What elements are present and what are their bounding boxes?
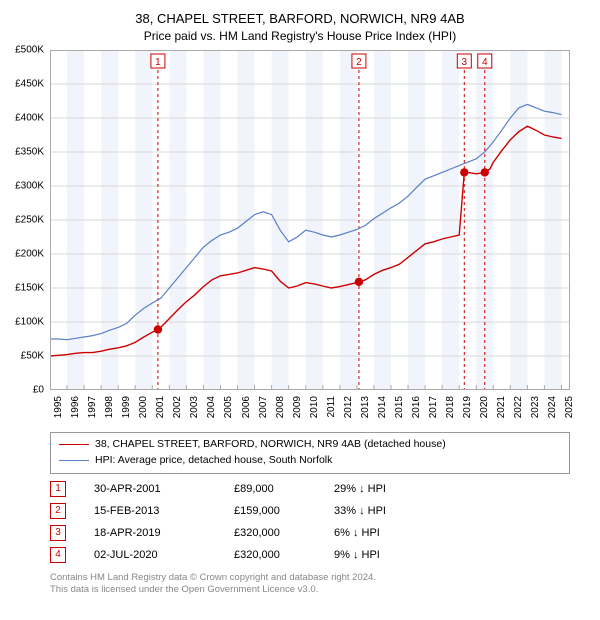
chart-header: 38, CHAPEL STREET, BARFORD, NORWICH, NR9… [0,0,600,45]
y-tick-label: £200K [0,249,44,260]
footer-line2: This data is licensed under the Open Gov… [50,584,570,596]
footer-line1: Contains HM Land Registry data © Crown c… [50,572,570,584]
x-tick-label: 2017 [428,396,439,418]
markers-table: 1 30-APR-2001£89,00029% ↓ HPI 2 15-FEB-2013… [50,478,570,566]
marker-diff: 6% ↓ HPI [334,527,454,539]
x-tick-label: 2005 [223,396,234,418]
marker-number-badge: 1 [50,481,66,497]
marker-row: 4 02-JUL-2020£320,0009% ↓ HPI [50,544,570,566]
chart-title: 38, CHAPEL STREET, BARFORD, NORWICH, NR9… [0,10,600,28]
marker-date: 18-APR-2019 [94,527,234,539]
marker-price: £89,000 [234,483,334,495]
y-tick-label: £300K [0,181,44,192]
marker-row: 2 15-FEB-2013£159,00033% ↓ HPI [50,500,570,522]
marker-date: 30-APR-2001 [94,483,234,495]
x-tick-label: 2003 [189,396,200,418]
x-tick-label: 2004 [206,396,217,418]
svg-text:4: 4 [482,57,488,68]
svg-text:2: 2 [356,57,362,68]
marker-row: 3 18-APR-2019£320,0006% ↓ HPI [50,522,570,544]
legend-swatch [59,460,89,461]
marker-price: £320,000 [234,549,334,561]
x-tick-label: 1997 [87,396,98,418]
marker-price: £320,000 [234,527,334,539]
x-tick-label: 2001 [155,396,166,418]
x-tick-label: 2002 [172,396,183,418]
marker-number-badge: 4 [50,547,66,563]
y-tick-label: £150K [0,283,44,294]
legend-item: HPI: Average price, detached house, Sout… [59,453,561,469]
y-tick-label: £100K [0,317,44,328]
x-tick-label: 1999 [121,396,132,418]
legend-swatch [59,444,89,445]
marker-date: 15-FEB-2013 [94,505,234,517]
y-tick-label: £500K [0,45,44,56]
marker-diff: 9% ↓ HPI [334,549,454,561]
y-tick-label: £250K [0,215,44,226]
x-tick-label: 2022 [513,396,524,418]
marker-number-badge: 3 [50,525,66,541]
x-tick-label: 2021 [496,396,507,418]
x-tick-label: 2006 [241,396,252,418]
marker-row: 1 30-APR-2001£89,00029% ↓ HPI [50,478,570,500]
y-axis-labels: £0£50K£100K£150K£200K£250K£300K£350K£400… [0,50,48,390]
x-tick-label: 2011 [326,396,337,418]
y-tick-label: £0 [0,385,44,396]
legend: 38, CHAPEL STREET, BARFORD, NORWICH, NR9… [50,432,570,474]
x-tick-label: 2008 [275,396,286,418]
x-tick-label: 2007 [258,396,269,418]
x-tick-label: 2025 [564,396,575,418]
x-tick-label: 2012 [343,396,354,418]
chart-subtitle: Price paid vs. HM Land Registry's House … [0,28,600,45]
x-tick-label: 2014 [377,396,388,418]
x-tick-label: 1995 [53,396,64,418]
x-axis-labels: 1995 1996 1997 1998 1999 2000 2001 2002 2003 2004… [50,392,570,432]
marker-number-badge: 2 [50,503,66,519]
marker-date: 02-JUL-2020 [94,549,234,561]
y-tick-label: £450K [0,79,44,90]
legend-label: 38, CHAPEL STREET, BARFORD, NORWICH, NR9… [95,437,446,453]
x-tick-label: 2018 [445,396,456,418]
marker-diff: 33% ↓ HPI [334,505,454,517]
y-tick-label: £50K [0,351,44,362]
x-tick-label: 1996 [70,396,81,418]
marker-price: £159,000 [234,505,334,517]
x-tick-label: 1998 [104,396,115,418]
x-tick-label: 2023 [530,396,541,418]
x-tick-label: 2016 [411,396,422,418]
x-tick-label: 2015 [394,396,405,418]
legend-item: 38, CHAPEL STREET, BARFORD, NORWICH, NR9… [59,437,561,453]
chart-svg: 1 2 3 4 [50,50,570,390]
x-tick-label: 2000 [138,396,149,418]
x-tick-label: 2024 [547,396,558,418]
legend-label: HPI: Average price, detached house, Sout… [95,453,332,469]
svg-text:1: 1 [155,57,161,68]
y-tick-label: £350K [0,147,44,158]
x-tick-label: 2019 [462,396,473,418]
x-tick-label: 2020 [479,396,490,418]
x-tick-label: 2009 [292,396,303,418]
marker-diff: 29% ↓ HPI [334,483,454,495]
y-tick-label: £400K [0,113,44,124]
x-tick-label: 2013 [360,396,371,418]
chart-area: 1 2 3 4 [50,50,570,390]
footer: Contains HM Land Registry data © Crown c… [50,572,570,597]
svg-text:3: 3 [462,57,468,68]
x-tick-label: 2010 [309,396,320,418]
